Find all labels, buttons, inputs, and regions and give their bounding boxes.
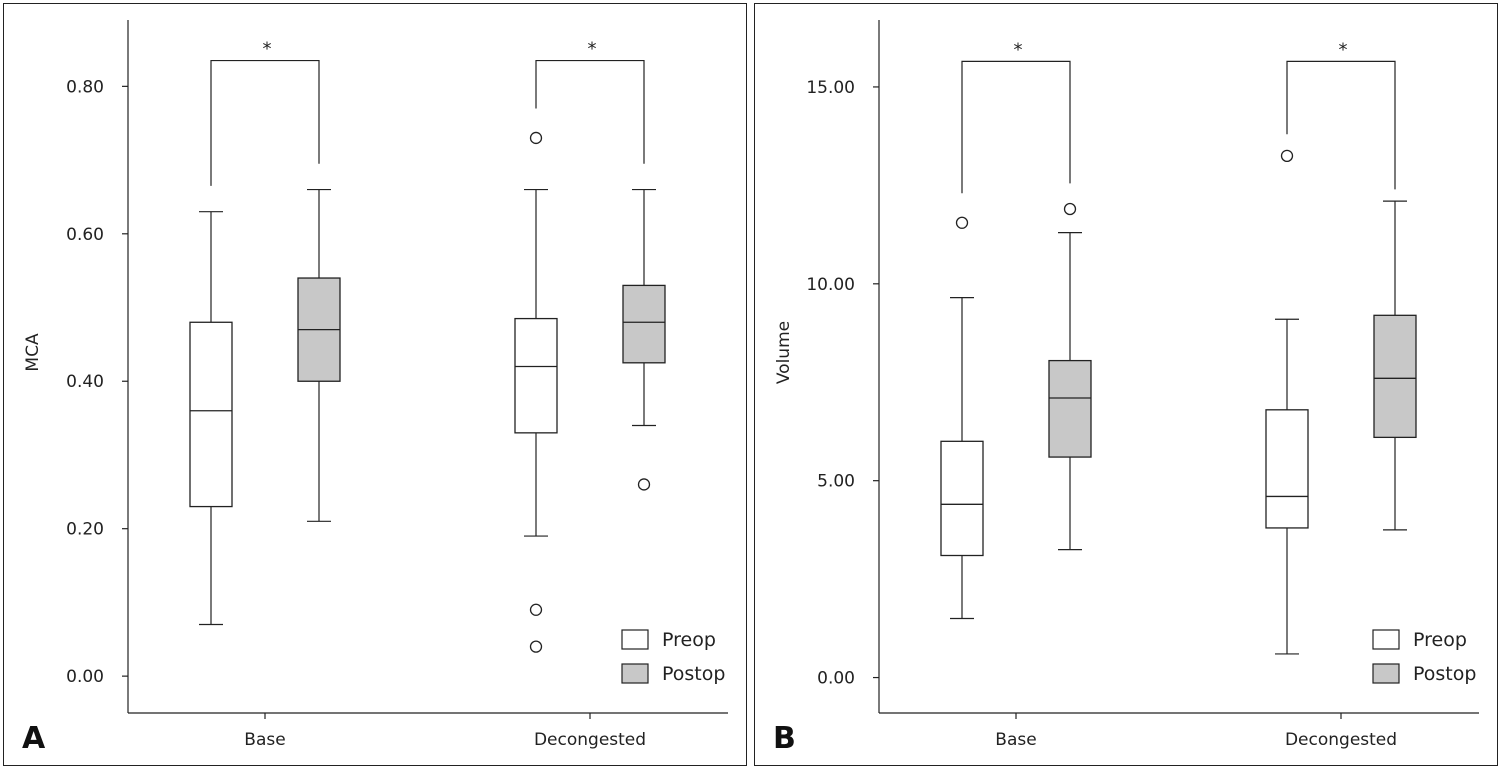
x-tick-label: Decongested — [1285, 730, 1397, 750]
y-tick-label: 0.80 — [66, 77, 104, 97]
legend-label: Preop — [1413, 629, 1467, 651]
legend-swatch-preop — [621, 629, 649, 650]
legend-swatch-postop — [1372, 663, 1400, 684]
box-preop — [1265, 409, 1309, 529]
chart-b-svg: 0.00 5.00 10.00 15.00 Volume Base Decongested *… — [773, 20, 1479, 756]
outlier-point — [1280, 149, 1294, 162]
significance-bracket — [210, 59, 320, 186]
y-tick-label: 0.00 — [817, 669, 855, 689]
significance-bracket — [535, 59, 645, 164]
chart-panel-b: 0.00 5.00 10.00 15.00 Volume Base Decongested *… — [754, 3, 1498, 766]
significance-star: * — [263, 39, 272, 60]
significance-star: * — [588, 39, 597, 60]
panel-letter: A — [22, 721, 46, 756]
box-preop — [940, 440, 984, 557]
legend-label: Preop — [662, 629, 716, 651]
legend-label: Postop — [1413, 663, 1476, 685]
x-tick-label: Decongested — [534, 730, 646, 750]
outlier-point — [637, 478, 651, 491]
outlier-point — [1063, 202, 1077, 216]
y-tick-label: 0.60 — [66, 225, 104, 245]
box-postop — [1373, 314, 1417, 439]
legend-swatch-preop — [1372, 629, 1400, 650]
y-tick-label: 0.00 — [66, 667, 104, 687]
y-tick-label: 5.00 — [817, 472, 855, 492]
panel-letter: B — [773, 721, 796, 756]
outlier-point — [529, 640, 543, 653]
y-tick-label: 15.00 — [806, 78, 855, 98]
box-preop — [189, 321, 233, 508]
significance-star: * — [1014, 39, 1023, 60]
outlier-point — [529, 131, 543, 145]
box-preop — [514, 317, 558, 434]
significance-star: * — [1339, 39, 1348, 60]
chart-a-svg: 0.00 0.20 0.40 0.60 0.80 MCA Base Decongested * *… — [22, 20, 728, 756]
y-tick-label: 0.40 — [66, 372, 104, 392]
x-tick-label: Base — [995, 730, 1036, 750]
y-tick-label: 0.20 — [66, 520, 104, 540]
x-tick-label: Base — [244, 730, 285, 750]
y-tick-label: 10.00 — [806, 275, 855, 295]
significance-bracket — [961, 60, 1071, 194]
outlier-point — [529, 603, 543, 616]
chart-panel-a: 0.00 0.20 0.40 0.60 0.80 MCA Base Decongested * *… — [3, 3, 747, 766]
y-axis-title: Volume — [774, 321, 794, 384]
significance-bracket — [1286, 60, 1396, 190]
box-postop — [1048, 359, 1092, 458]
box-postop — [622, 284, 666, 364]
legend-label: Postop — [662, 663, 725, 685]
y-axis-title: MCA — [23, 333, 43, 372]
outlier-point — [955, 216, 969, 229]
legend-swatch-postop — [621, 663, 649, 684]
